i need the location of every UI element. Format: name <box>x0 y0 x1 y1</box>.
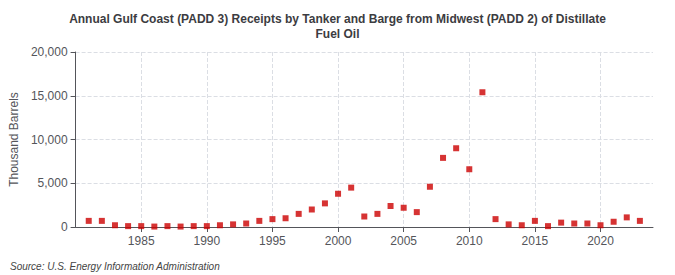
svg-text:2005: 2005 <box>390 234 417 248</box>
svg-text:15,000: 15,000 <box>31 89 68 103</box>
svg-text:10,000: 10,000 <box>31 133 68 147</box>
svg-text:Source: U.S. Energy Informatio: Source: U.S. Energy Information Administ… <box>10 261 220 272</box>
svg-text:Annual Gulf Coast (PADD 3) Rec: Annual Gulf Coast (PADD 3) Receipts by T… <box>69 12 606 26</box>
svg-text:2015: 2015 <box>522 234 549 248</box>
svg-text:2010: 2010 <box>456 234 483 248</box>
svg-text:5,000: 5,000 <box>38 176 68 190</box>
svg-text:1985: 1985 <box>128 234 155 248</box>
svg-text:Fuel Oil: Fuel Oil <box>315 27 359 41</box>
svg-text:Thousand Barrels: Thousand Barrels <box>7 92 21 187</box>
svg-text:1990: 1990 <box>193 234 220 248</box>
svg-text:20,000: 20,000 <box>31 45 68 59</box>
svg-text:2020: 2020 <box>587 234 614 248</box>
svg-text:1995: 1995 <box>259 234 286 248</box>
svg-text:2000: 2000 <box>325 234 352 248</box>
svg-text:0: 0 <box>61 220 68 234</box>
